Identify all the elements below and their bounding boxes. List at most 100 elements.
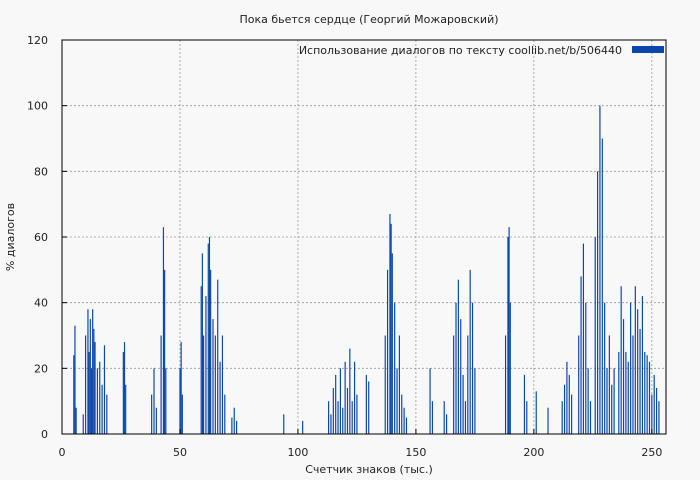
x-axis-label: Счетчик знаков (тыс.) [305,463,433,476]
bar [339,368,341,434]
bar [224,394,226,434]
y-tick-label: 20 [34,362,48,375]
bar [85,335,87,434]
bar [96,368,98,434]
bar [622,319,625,434]
bar [462,374,464,434]
bar [613,368,615,434]
bar [217,279,219,434]
bar [611,384,613,434]
bar [580,276,582,434]
legend: Использование диалогов по тексту coollib… [299,44,664,57]
y-tick-label: 40 [34,297,48,310]
bar [200,286,202,434]
bar [207,243,209,434]
bar [344,361,346,434]
bar [88,351,90,434]
legend-label: Использование диалогов по тексту coollib… [299,44,622,57]
bar [92,309,94,434]
bar [106,394,108,434]
bar [604,302,606,434]
bar [561,401,563,434]
bar [87,309,89,434]
bar [205,296,207,434]
bar [75,407,77,434]
bar [469,269,471,434]
bar [630,302,632,434]
bar [151,394,153,434]
bar [594,237,596,434]
bar [639,328,641,434]
y-tick-label: 60 [34,231,48,244]
chart-title: Пока бьется сердце (Георгий Можаровский) [239,13,498,26]
bar [535,391,537,434]
bar [337,401,339,434]
bar [457,279,459,434]
bar [523,374,526,434]
bar [82,414,84,434]
bar [179,368,181,434]
bar [563,384,566,434]
bar [210,269,212,434]
bar [342,407,344,434]
bar [122,351,124,434]
bar [445,414,448,434]
bar [460,319,462,434]
bar [160,335,162,434]
bar [164,269,166,434]
x-tick-label: 0 [59,446,66,459]
bar [180,342,182,434]
bar [571,394,573,434]
bar [471,302,474,434]
bar [155,407,157,434]
bar [349,348,351,434]
bar [596,171,599,435]
bar [578,335,580,434]
bar [455,302,457,434]
bar [73,355,75,434]
bar [103,345,106,434]
bar [601,138,603,434]
bar [464,401,467,434]
y-tick-label: 100 [27,100,48,113]
bar [394,302,396,434]
bar [625,351,627,434]
bar [283,414,285,434]
bar [93,328,95,434]
bar [443,401,445,434]
bar [387,269,389,434]
x-tick-label: 100 [287,446,308,459]
bar [403,407,405,434]
bar [398,335,400,434]
bar [467,335,469,434]
bar [99,361,101,434]
bar [384,335,386,434]
bar [526,401,528,434]
ticks: 0 20 40 60 80 100 120 0 50 100 150 200 250 [27,34,662,459]
bar [508,227,510,434]
bar [606,368,608,434]
bar [429,368,431,434]
bar [644,351,646,434]
bar [620,286,622,434]
bar [368,381,370,434]
bar [585,302,587,434]
bar [474,368,476,434]
bar [396,368,398,434]
bar [353,361,356,434]
bar [125,384,127,434]
bar [390,223,392,434]
bar [346,388,349,434]
bar [608,335,610,434]
x-tick-label: 50 [173,446,187,459]
bar [401,394,403,434]
bar [599,105,601,435]
bar [632,335,634,434]
bar [405,417,408,434]
x-tick-label: 150 [405,446,426,459]
bar [162,227,165,434]
bar [90,368,93,434]
bar [453,335,455,434]
x-tick-label: 200 [523,446,544,459]
